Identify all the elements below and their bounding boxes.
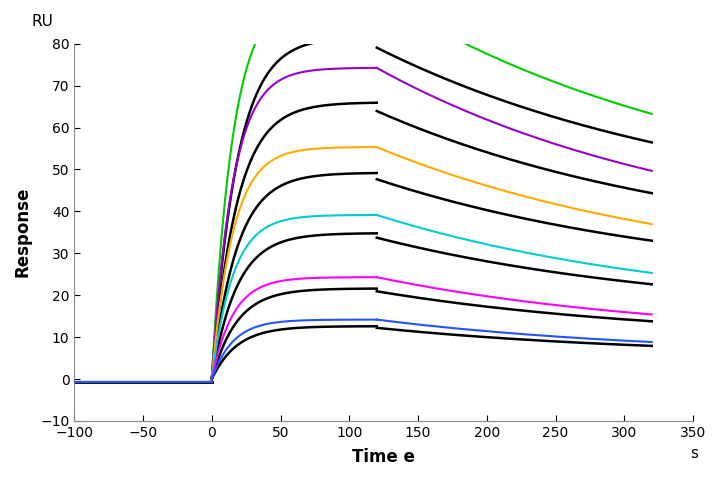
Y-axis label: Response: Response (14, 187, 32, 277)
X-axis label: Time e: Time e (352, 448, 415, 466)
Text: s: s (690, 446, 698, 461)
Text: RU: RU (31, 13, 53, 29)
